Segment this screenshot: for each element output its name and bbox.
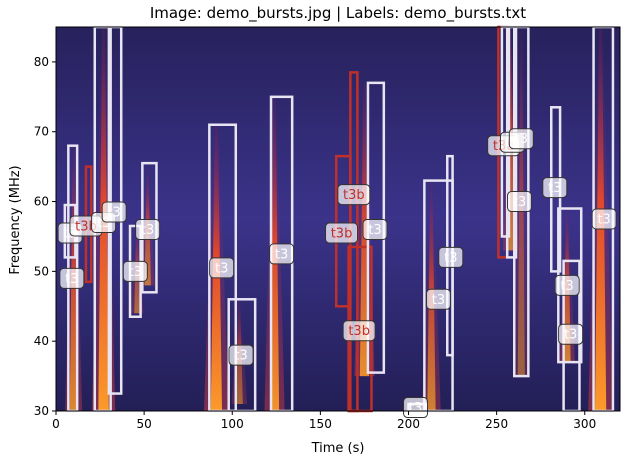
label-tag-21: t3: [542, 177, 568, 199]
x-axis: 0 50 100 150 200 250 300: [52, 411, 596, 431]
label-tag-text-20: t3: [515, 132, 528, 147]
label-tag-15: t3: [425, 288, 451, 310]
y-axis-label: Frequency (MHz): [8, 165, 23, 274]
label-tag-text-19: t3: [513, 195, 526, 210]
label-tag-text-7: t3: [215, 261, 228, 276]
label-tag-13: t3: [362, 218, 388, 240]
chart-title: Image: demo_bursts.jpg | Labels: demo_bu…: [150, 4, 526, 23]
label-tag-text-8: t3: [234, 349, 247, 364]
plot-frame: [55, 26, 621, 412]
label-tag-6: t3: [135, 218, 161, 240]
label-tag-text-24: t3: [597, 213, 610, 228]
label-tag-7: t3: [209, 257, 235, 279]
x-tick-label-4: 200: [397, 417, 420, 431]
y-tick-label-5: 80: [34, 55, 49, 69]
label-tag-text-4: t3: [107, 206, 120, 221]
x-tick-label-0: 0: [52, 417, 60, 431]
label-tag-23: t3: [558, 323, 584, 345]
label-tag-24: t3: [591, 208, 617, 230]
label-tag-10: t3b: [325, 222, 359, 244]
label-tag-22: t3: [554, 274, 580, 296]
label-tag-text-0: t3: [65, 272, 78, 287]
y-tick-label-3: 60: [34, 195, 49, 209]
label-tag-text-16: t3: [444, 251, 457, 266]
label-tag-text-13: t3: [368, 223, 381, 238]
label-tag-20: t3: [508, 128, 534, 150]
x-tick-label-1: 50: [136, 417, 151, 431]
label-tag-8: t3: [228, 344, 254, 366]
x-axis-label: Time (s): [311, 441, 365, 456]
label-tag-text-5: t3: [129, 265, 142, 280]
label-tag-12: t3b: [342, 320, 376, 342]
y-tick-label-0: 30: [34, 404, 49, 418]
label-tag-0: t3: [59, 267, 85, 289]
y-tick-label-1: 40: [34, 334, 49, 348]
x-tick-label-2: 100: [221, 417, 244, 431]
label-tag-text-6: t3: [141, 223, 154, 238]
label-tag-4: t3: [101, 201, 127, 223]
label-tag-text-14: t3: [409, 401, 422, 416]
label-tag-layer: t3t3t3bt3t3t3t3t3t3t3t3bt3bt3bt3t3t3t3t3…: [57, 128, 617, 419]
label-tag-text-11: t3b: [343, 188, 365, 203]
y-tick-label-2: 50: [34, 264, 49, 278]
x-tick-label-3: 150: [309, 417, 332, 431]
label-tag-text-12: t3b: [348, 324, 370, 339]
label-tag-text-22: t3: [560, 279, 573, 294]
y-tick-label-4: 70: [34, 125, 49, 139]
label-tag-14: t3: [403, 397, 429, 419]
label-tag-text-10: t3b: [331, 226, 353, 241]
y-axis: 30 40 50 60 70 80: [34, 55, 56, 418]
x-tick-label-6: 300: [573, 417, 596, 431]
label-tag-text-21: t3: [548, 181, 561, 196]
label-tag-16: t3: [438, 246, 464, 268]
label-tag-9: t3: [269, 243, 295, 265]
label-tag-11: t3b: [337, 184, 371, 206]
label-tag-text-15: t3: [432, 293, 445, 308]
label-tag-text-9: t3: [275, 247, 288, 262]
label-tag-text-23: t3: [564, 328, 577, 343]
label-tag-5: t3: [122, 260, 148, 282]
label-tag-19: t3: [507, 191, 533, 213]
x-tick-label-5: 250: [485, 417, 508, 431]
